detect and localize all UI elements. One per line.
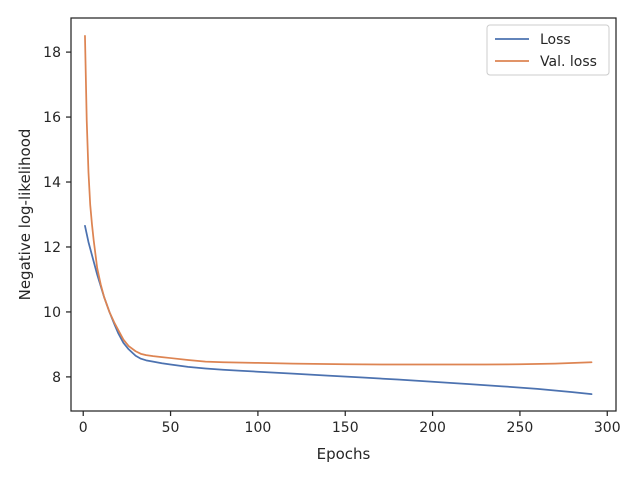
legend-box [486,24,610,76]
legend-label-val-loss: Val. loss [540,54,597,70]
x-tick-label: 50 [162,420,180,436]
y-tick-label: 18 [43,45,61,61]
y-tick-label: 16 [43,110,61,126]
y-tick-label: 14 [43,175,61,191]
x-tick-label: 100 [245,420,272,436]
series-layer [84,34,593,395]
y-tick-label: 8 [52,370,61,386]
x-tick-label: 0 [79,420,88,436]
x-tick-label: 250 [507,420,534,436]
y-tick-label: 12 [43,240,61,256]
x-tick-label: 150 [332,420,359,436]
x-axis-label: Epochs [317,445,371,463]
series-line-val-loss [84,34,593,366]
x-tick-label: 200 [419,420,446,436]
legend: Loss Val. loss [486,24,610,76]
plot-area [70,17,617,412]
axes-frame [70,17,617,412]
y-tick-label: 10 [43,305,61,321]
y-axis-ticks: 8 10 12 14 16 18 [43,45,71,386]
legend-label-loss: Loss [540,32,571,48]
x-axis-ticks: 0 50 100 150 200 250 300 [79,411,621,436]
series-line-loss [84,224,593,395]
y-axis-label: Negative log-likelihood [16,129,34,301]
x-tick-label: 300 [594,420,621,436]
